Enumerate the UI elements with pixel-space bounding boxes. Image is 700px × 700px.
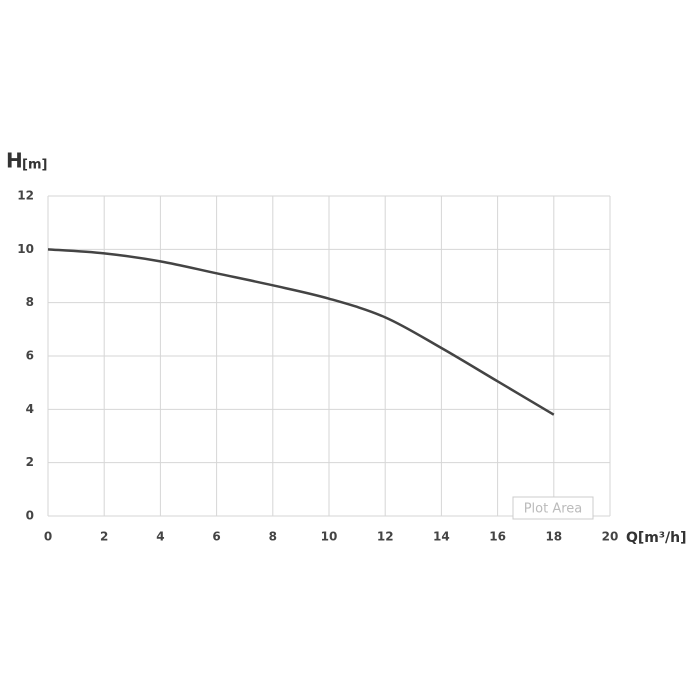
x-tick-label: 2 bbox=[100, 530, 108, 544]
x-tick-label: 4 bbox=[156, 530, 164, 544]
x-tick-label: 14 bbox=[433, 530, 450, 544]
y-tick-label: 8 bbox=[26, 295, 34, 309]
y-tick-label: 4 bbox=[26, 402, 34, 416]
y-tick-label: 6 bbox=[26, 349, 34, 363]
y-tick-label: 2 bbox=[26, 455, 34, 469]
x-tick-label: 20 bbox=[602, 530, 619, 544]
x-tick-label: 6 bbox=[212, 530, 220, 544]
y-tick-label: 0 bbox=[26, 509, 34, 523]
y-tick-label: 12 bbox=[17, 189, 34, 203]
curve bbox=[47, 248, 555, 416]
annotation-frame bbox=[512, 496, 594, 520]
annotation: Plot Area bbox=[524, 502, 583, 517]
x-tick-label: 8 bbox=[269, 530, 277, 544]
x-tick-label: 16 bbox=[489, 530, 506, 544]
annotation-box: Plot Area bbox=[512, 496, 594, 520]
x-tick-label: 0 bbox=[44, 530, 52, 544]
y-axis-label: H bbox=[6, 149, 23, 173]
y-tick-label: 10 bbox=[17, 242, 34, 256]
x-axis-label: Q[m³/h] bbox=[626, 530, 687, 546]
x-tick-label: 12 bbox=[377, 530, 394, 544]
y-axis-unit: [m] bbox=[22, 158, 47, 173]
x-tick-label: 10 bbox=[321, 530, 338, 544]
x-tick-label: 18 bbox=[545, 530, 562, 544]
